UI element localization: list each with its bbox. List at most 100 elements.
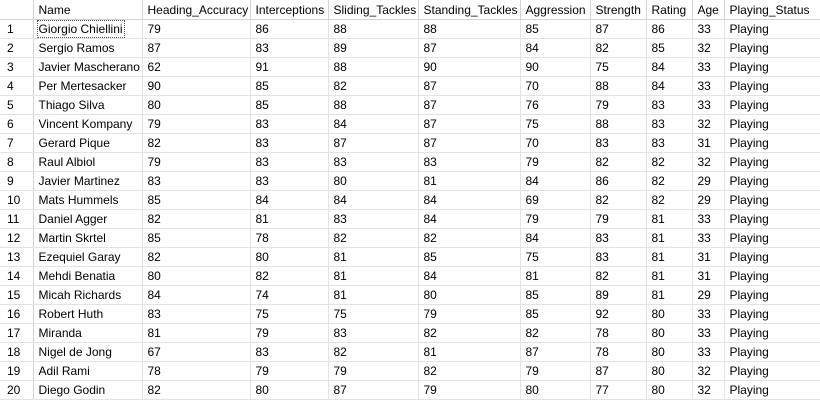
cell-interceptions[interactable]: 80 [250, 247, 329, 267]
cell-rating[interactable]: 80 [646, 380, 693, 400]
row-number[interactable]: 12 [0, 228, 34, 248]
cell-standing-tackles[interactable]: 84 [418, 209, 521, 229]
cell-playing-status[interactable]: Playing [724, 342, 820, 362]
cell-heading-accuracy[interactable]: 79 [142, 19, 251, 39]
cell-strength[interactable]: 88 [590, 114, 647, 134]
cell-age[interactable]: 32 [692, 380, 725, 400]
cell-rating[interactable]: 83 [646, 133, 693, 153]
cell-age[interactable]: 31 [692, 266, 725, 286]
cell-age[interactable]: 32 [692, 361, 725, 381]
row-number[interactable]: 19 [0, 361, 34, 381]
cell-name[interactable]: Per Mertesacker [33, 76, 143, 96]
cell-standing-tackles[interactable]: 85 [418, 247, 521, 267]
cell-strength[interactable]: 88 [590, 76, 647, 96]
cell-strength[interactable]: 87 [590, 19, 647, 39]
row-number[interactable]: 3 [0, 57, 34, 77]
table-row[interactable]: 4 Per Mertesacker 90 85 82 87 70 88 84 33 Playing [0, 76, 820, 96]
cell-rating[interactable]: 84 [646, 76, 693, 96]
cell-interceptions[interactable]: 84 [250, 190, 329, 210]
cell-interceptions[interactable]: 83 [250, 342, 329, 362]
cell-playing-status[interactable]: Playing [724, 152, 820, 172]
cell-age[interactable]: 33 [692, 76, 725, 96]
row-number[interactable]: 6 [0, 114, 34, 134]
cell-aggression[interactable]: 84 [520, 228, 591, 248]
cell-strength[interactable]: 82 [590, 190, 647, 210]
cell-name[interactable]: Javier Mascherano [33, 57, 143, 77]
cell-interceptions[interactable]: 75 [250, 304, 329, 324]
cell-rating[interactable]: 82 [646, 190, 693, 210]
cell-sliding-tackles[interactable]: 83 [328, 152, 419, 172]
row-number[interactable]: 13 [0, 247, 34, 267]
cell-name[interactable]: Martin Skrtel [33, 228, 143, 248]
cell-playing-status[interactable]: Playing [724, 95, 820, 115]
cell-name[interactable]: Daniel Agger [33, 209, 143, 229]
cell-aggression[interactable]: 85 [520, 285, 591, 305]
cell-name[interactable]: Micah Richards [33, 285, 143, 305]
cell-sliding-tackles[interactable]: 82 [328, 76, 419, 96]
cell-strength[interactable]: 82 [590, 38, 647, 58]
cell-standing-tackles[interactable]: 80 [418, 285, 521, 305]
cell-aggression[interactable]: 79 [520, 209, 591, 229]
cell-heading-accuracy[interactable]: 79 [142, 152, 251, 172]
cell-interceptions[interactable]: 85 [250, 95, 329, 115]
cell-interceptions[interactable]: 91 [250, 57, 329, 77]
cell-interceptions[interactable]: 79 [250, 361, 329, 381]
cell-name[interactable]: Thiago Silva [33, 95, 143, 115]
table-row[interactable]: 9 Javier Martinez 83 83 80 81 84 86 82 29 Playing [0, 171, 820, 191]
cell-standing-tackles[interactable]: 84 [418, 266, 521, 286]
table-row[interactable]: 18 Nigel de Jong 67 83 82 81 87 78 80 33 Playing [0, 342, 820, 362]
cell-playing-status[interactable]: Playing [724, 380, 820, 400]
table-row[interactable]: 3 Javier Mascherano 62 91 88 90 90 75 84 33 Playin… [0, 57, 820, 77]
cell-name[interactable]: Sergio Ramos [33, 38, 143, 58]
cell-playing-status[interactable]: Playing [724, 209, 820, 229]
column-header-age[interactable]: Age [692, 0, 725, 20]
cell-age[interactable]: 33 [692, 57, 725, 77]
table-row[interactable]: 1 Giorgio Chiellini 79 86 88 88 85 87 86 33 Playin… [0, 19, 820, 39]
cell-standing-tackles[interactable]: 79 [418, 380, 521, 400]
cell-standing-tackles[interactable]: 81 [418, 171, 521, 191]
corner-header[interactable] [0, 0, 34, 20]
row-number[interactable]: 10 [0, 190, 34, 210]
cell-heading-accuracy[interactable]: 82 [142, 247, 251, 267]
cell-name[interactable]: Nigel de Jong [33, 342, 143, 362]
cell-rating[interactable]: 83 [646, 114, 693, 134]
cell-age[interactable]: 33 [692, 95, 725, 115]
cell-strength[interactable]: 82 [590, 152, 647, 172]
cell-playing-status[interactable]: Playing [724, 228, 820, 248]
cell-age[interactable]: 29 [692, 171, 725, 191]
cell-age[interactable]: 33 [692, 209, 725, 229]
cell-rating[interactable]: 83 [646, 95, 693, 115]
cell-heading-accuracy[interactable]: 80 [142, 95, 251, 115]
cell-interceptions[interactable]: 79 [250, 323, 329, 343]
cell-standing-tackles[interactable]: 82 [418, 323, 521, 343]
cell-standing-tackles[interactable]: 83 [418, 152, 521, 172]
cell-sliding-tackles[interactable]: 81 [328, 266, 419, 286]
table-row[interactable]: 13 Ezequiel Garay 82 80 81 85 75 83 81 31 Playing [0, 247, 820, 267]
cell-rating[interactable]: 80 [646, 342, 693, 362]
cell-age[interactable]: 33 [692, 323, 725, 343]
cell-strength[interactable]: 89 [590, 285, 647, 305]
cell-interceptions[interactable]: 83 [250, 171, 329, 191]
cell-aggression[interactable]: 75 [520, 114, 591, 134]
cell-sliding-tackles[interactable]: 88 [328, 19, 419, 39]
cell-aggression[interactable]: 85 [520, 19, 591, 39]
table-row[interactable]: 14 Mehdi Benatia 80 82 81 84 81 82 81 31 Playing [0, 266, 820, 286]
table-row[interactable]: 10 Mats Hummels 85 84 84 84 69 82 82 29 Playing [0, 190, 820, 210]
cell-standing-tackles[interactable]: 84 [418, 190, 521, 210]
cell-heading-accuracy[interactable]: 82 [142, 209, 251, 229]
cell-rating[interactable]: 86 [646, 19, 693, 39]
row-number[interactable]: 20 [0, 380, 34, 400]
cell-rating[interactable]: 81 [646, 228, 693, 248]
cell-standing-tackles[interactable]: 87 [418, 76, 521, 96]
cell-interceptions[interactable]: 74 [250, 285, 329, 305]
cell-interceptions[interactable]: 86 [250, 19, 329, 39]
row-number[interactable]: 4 [0, 76, 34, 96]
cell-standing-tackles[interactable]: 87 [418, 38, 521, 58]
cell-strength[interactable]: 83 [590, 133, 647, 153]
column-header-playing-status[interactable]: Playing_Status [724, 0, 820, 20]
cell-aggression[interactable]: 70 [520, 133, 591, 153]
cell-sliding-tackles[interactable]: 83 [328, 323, 419, 343]
cell-playing-status[interactable]: Playing [724, 19, 820, 39]
cell-sliding-tackles[interactable]: 81 [328, 285, 419, 305]
cell-heading-accuracy[interactable]: 85 [142, 228, 251, 248]
